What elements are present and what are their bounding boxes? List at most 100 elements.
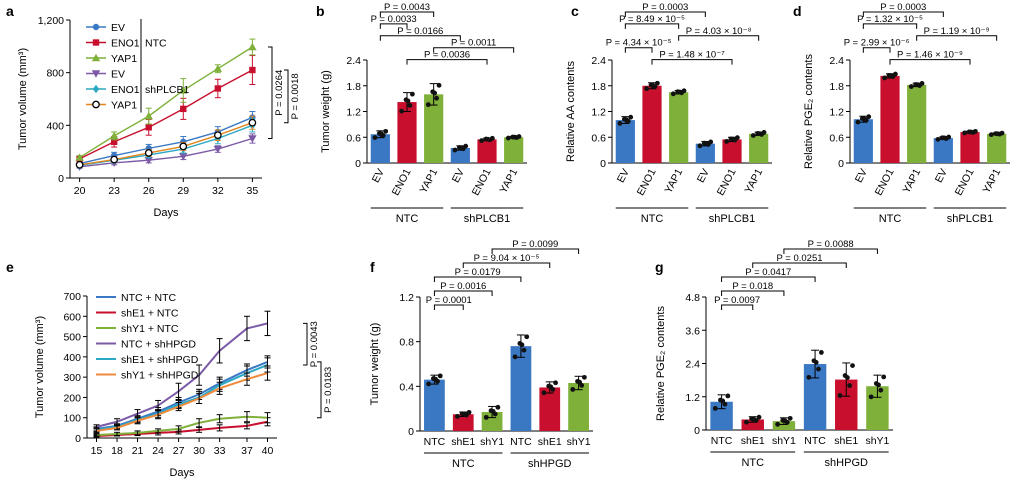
legend-label: NTC + NTC — [121, 292, 177, 304]
series-4 — [76, 118, 256, 170]
y-axis-label: Tumor volume (mm³) — [17, 48, 29, 150]
legend-label: shE1 + shHPGD — [121, 354, 199, 366]
y-tick-label: 400 — [63, 352, 81, 364]
replicate-dot — [405, 98, 411, 104]
group-label: shPLCB1 — [947, 213, 993, 225]
data-point — [144, 149, 153, 157]
replicate-dot — [761, 129, 767, 135]
legend: NTC + NTC shE1 + NTC shY1 + NTC NTC + shHPG… — [96, 292, 199, 382]
comparison-bracket — [379, 11, 435, 17]
replicate-dot — [730, 136, 736, 142]
panel-letter-d: d — [793, 3, 802, 19]
replicate-dot — [818, 350, 824, 355]
comparison-bracket — [433, 47, 515, 53]
legend-marker — [92, 84, 100, 94]
replicate-dot — [654, 80, 660, 86]
replicate-dot — [495, 404, 501, 410]
replicate-dot — [724, 139, 730, 144]
replicate-dot — [756, 414, 762, 420]
replicate-dot — [878, 387, 884, 393]
data-point — [110, 155, 119, 164]
replicate-dot — [489, 135, 495, 141]
replicate-dot — [670, 91, 676, 97]
group-label: shHPGD — [825, 457, 868, 469]
replicate-dot — [962, 130, 968, 136]
y-tick-label: 0 — [75, 433, 81, 445]
x-category-label: EV — [450, 167, 467, 185]
comparison-bracket — [721, 304, 754, 310]
y-axis-label: Relative AA contents — [565, 61, 577, 162]
bar — [568, 382, 589, 431]
x-tick-label: 21 — [132, 445, 144, 457]
p-value-annotation: P = 0.0264 — [274, 70, 285, 116]
replicate-dot — [650, 82, 656, 88]
group-label: shPLCB1 — [464, 213, 510, 225]
x-axis-label: Days — [153, 207, 179, 219]
replicate-dot — [915, 82, 921, 88]
replicate-dot — [524, 334, 530, 340]
data-point — [145, 124, 152, 131]
y-tick-label: 200 — [63, 392, 81, 404]
y-tick-label: 1.8 — [591, 81, 606, 93]
replicate-dot — [541, 390, 547, 396]
comparison-bracket — [433, 276, 522, 282]
x-category-label: YAP1 — [980, 167, 1003, 196]
replicate-dot — [436, 82, 442, 88]
replicate-dot — [548, 384, 554, 390]
data-point — [213, 131, 222, 140]
x-tick-label: 35 — [247, 185, 259, 197]
data-point — [248, 135, 257, 143]
group-label: shPLCB1 — [709, 213, 755, 225]
x-category-label: shY1 — [480, 436, 504, 448]
comparison-bracket — [862, 47, 891, 53]
bar — [880, 75, 900, 163]
bar — [370, 134, 390, 163]
bar — [933, 138, 953, 163]
comparison-bracket — [783, 248, 878, 254]
legend-marker — [92, 100, 100, 109]
y-tick-label: 0.6 — [591, 132, 606, 144]
x-category-label: shY1 — [772, 435, 796, 447]
replicate-dot — [847, 383, 853, 388]
series-line — [79, 46, 253, 159]
replicate-dot — [750, 133, 756, 138]
comparison-bracket — [624, 11, 706, 17]
series-2 — [93, 411, 271, 437]
replicate-dot — [512, 134, 518, 140]
comparison-bracket — [862, 11, 944, 17]
x-tick-label: 29 — [177, 185, 189, 197]
p-value-label: P = 0.0088 — [808, 239, 854, 250]
replicate-dot — [461, 411, 467, 417]
replicate-dot — [399, 108, 405, 114]
replicate-dot — [712, 405, 718, 411]
series-line — [79, 116, 253, 165]
p-value-label: P = 8.49 × 10⁻⁵ — [619, 14, 685, 25]
x-axis-label: Days — [169, 467, 195, 479]
x-category-label: ENO1 — [873, 167, 897, 198]
replicate-dot — [409, 91, 415, 97]
series-2 — [75, 38, 257, 161]
replicate-dot — [452, 147, 458, 153]
comparison-bracket — [916, 35, 998, 41]
bar — [772, 421, 796, 430]
bar — [477, 139, 497, 163]
p-value-label: P = 0.0036 — [424, 50, 470, 61]
p-value-label: P = 1.32 × 10⁻⁵ — [857, 14, 923, 25]
legend-label: shY1 + shHPGD — [121, 370, 199, 382]
comparison-bracket — [433, 304, 464, 310]
x-tick-label: 26 — [143, 185, 155, 197]
x-category-label: EV — [370, 167, 387, 185]
series-line — [79, 137, 253, 168]
data-point — [213, 64, 223, 72]
y-tick-label: 0.8 — [399, 337, 414, 349]
x-tick-label: 23 — [108, 185, 120, 197]
legend-label: NTC + shHPGD — [121, 339, 196, 351]
significance-bracket — [284, 69, 289, 124]
bar — [749, 133, 769, 163]
y-tick-label: 700 — [63, 291, 81, 303]
replicate-dot — [372, 135, 378, 140]
comparison-bracket — [862, 23, 918, 29]
x-tick-label: 20 — [74, 185, 86, 197]
legend-label: shE1 + NTC — [121, 308, 179, 320]
